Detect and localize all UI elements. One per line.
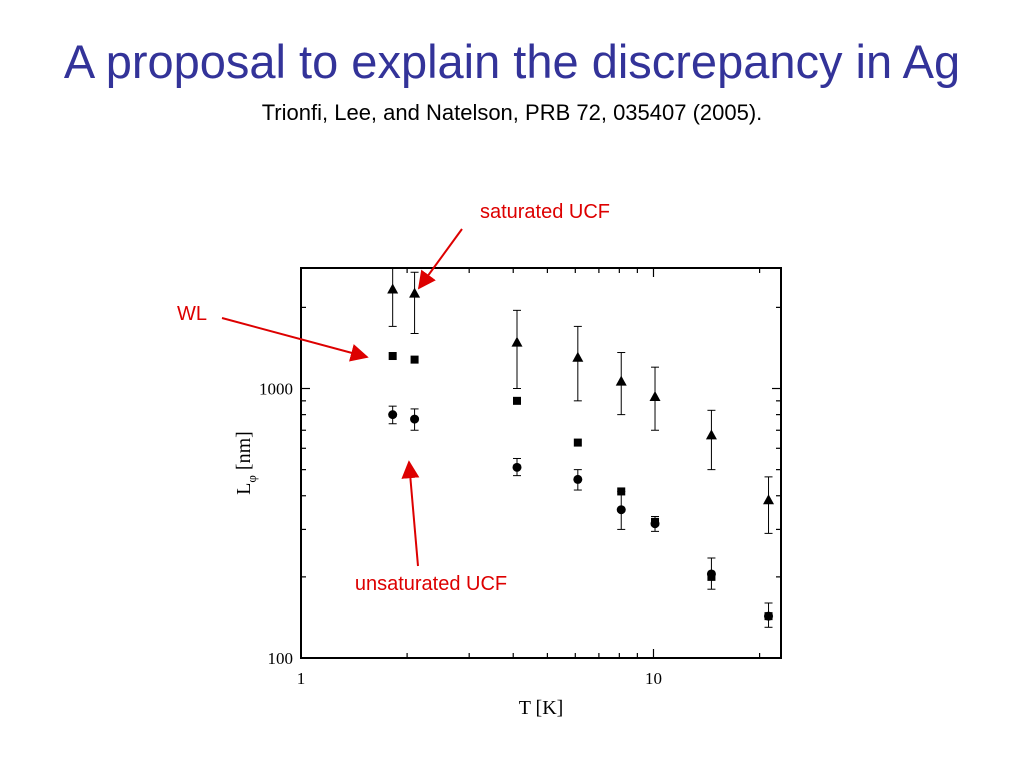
circle-point: [512, 462, 522, 472]
circle-point: [573, 474, 583, 484]
slide-subtitle: Trionfi, Lee, and Natelson, PRB 72, 0354…: [261, 100, 763, 125]
square-point: [513, 396, 522, 405]
circle-point: [706, 569, 716, 579]
circle-point: [410, 414, 420, 424]
axis-ticks: [300, 268, 781, 659]
wl-label: WL: [177, 303, 207, 325]
svg-text:Lφ[nm]: Lφ [nm]: [233, 431, 259, 495]
circle-point: [388, 410, 398, 420]
plot-frame: [300, 267, 782, 659]
y-axis-label-group: Lφ [nm]: [233, 431, 259, 495]
square-point: [388, 352, 397, 361]
tick-labels: 1 10 100 1000: [259, 380, 662, 688]
x-tick-label: 1: [297, 669, 306, 688]
unsaturated-ucf-label: unsaturated UCF: [355, 573, 507, 595]
y-axis-label-unit: [nm]: [233, 431, 255, 470]
triangle-point: [615, 375, 627, 386]
y-axis-label-subscript: φ: [244, 475, 259, 483]
saturated-ucf-arrow: [417, 228, 463, 290]
circle-point: [764, 611, 774, 621]
square-point: [410, 355, 419, 364]
data-marks: [387, 267, 775, 628]
circle-point: [650, 519, 660, 529]
triangle-point: [572, 351, 584, 362]
unsaturated-ucf-arrow: [401, 460, 420, 567]
triangle-point: [763, 494, 775, 505]
triangle-point: [649, 390, 661, 401]
y-tick-label: 1000: [259, 380, 293, 399]
square-point: [573, 438, 582, 447]
triangle-point: [387, 283, 399, 294]
x-tick-label: 10: [645, 669, 662, 688]
triangle-point: [705, 429, 717, 440]
x-axis-label: T [K]: [519, 697, 564, 719]
triangle-point: [511, 336, 523, 347]
saturated-ucf-label: saturated UCF: [480, 201, 610, 223]
y-tick-label: 100: [268, 649, 294, 668]
slide-title: A proposal to explain the discrepancy in…: [63, 35, 961, 88]
triangle-point: [409, 287, 421, 298]
y-axis-label: L: [233, 483, 255, 495]
annotations: saturated UCF WL unsaturated UCF: [177, 201, 610, 595]
wl-arrow: [221, 317, 369, 362]
circle-point: [616, 505, 626, 515]
